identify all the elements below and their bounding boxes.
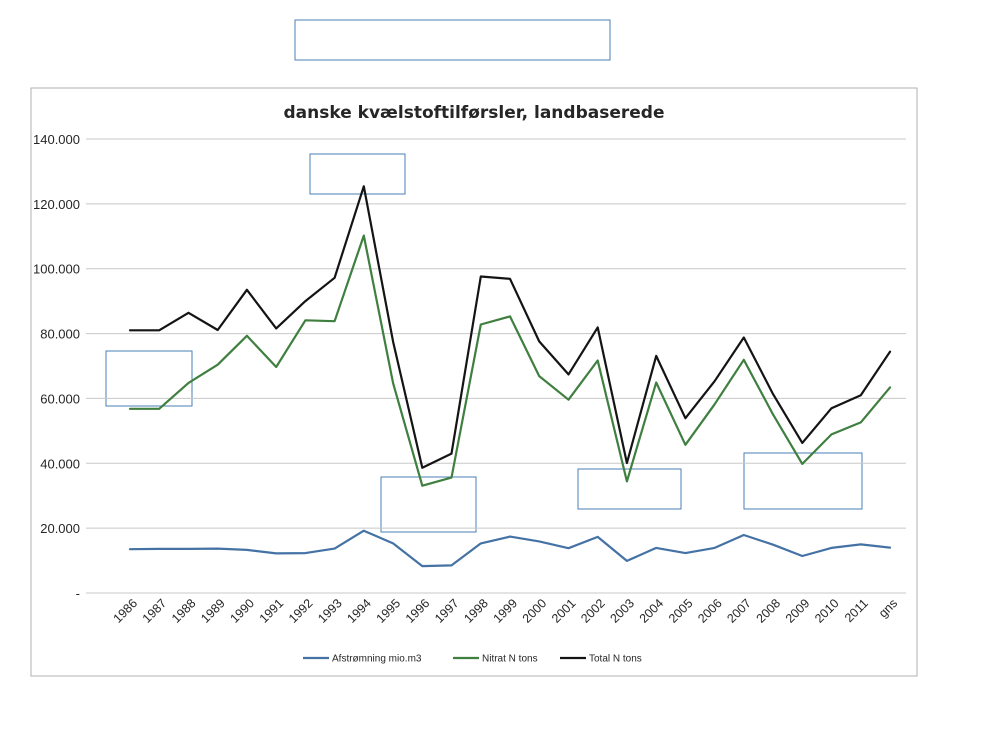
y-tick-label: -	[76, 586, 80, 601]
y-tick-label: 20.000	[40, 521, 80, 536]
legend: Afstrømning mio.m3 Nitrat N tons Total N t…	[303, 654, 642, 665]
legend-label: Total N tons	[589, 654, 642, 665]
y-tick-label: 80.000	[40, 327, 80, 342]
y-tick-label: 140.000	[33, 132, 80, 147]
legend-label: Afstrømning mio.m3	[332, 654, 422, 665]
y-tick-label: 60.000	[40, 391, 80, 406]
y-tick-label: 100.000	[33, 262, 80, 277]
grid	[86, 138, 906, 594]
chart-frame	[30, 87, 918, 677]
series-line-2	[128, 185, 892, 469]
chart-title: danske kvælstoftilførsler, landbaserede	[284, 103, 665, 123]
y-tick-label: 40.000	[40, 456, 80, 471]
annotation-box-top	[294, 19, 611, 61]
y-axis-ticks: - 20.000 40.000 60.000 80.000 100.000 120.000 1…	[33, 132, 80, 601]
series-line-0	[128, 529, 892, 568]
series-lines	[128, 185, 892, 568]
annotation-box-1994	[309, 153, 406, 195]
annotation-box-2009	[743, 452, 863, 510]
annotation-box-1986	[105, 350, 193, 407]
annotation-box-1996	[380, 476, 477, 533]
legend-label: Nitrat N tons	[482, 654, 538, 665]
y-tick-label: 120.000	[33, 197, 80, 212]
series-line-1	[128, 234, 892, 487]
